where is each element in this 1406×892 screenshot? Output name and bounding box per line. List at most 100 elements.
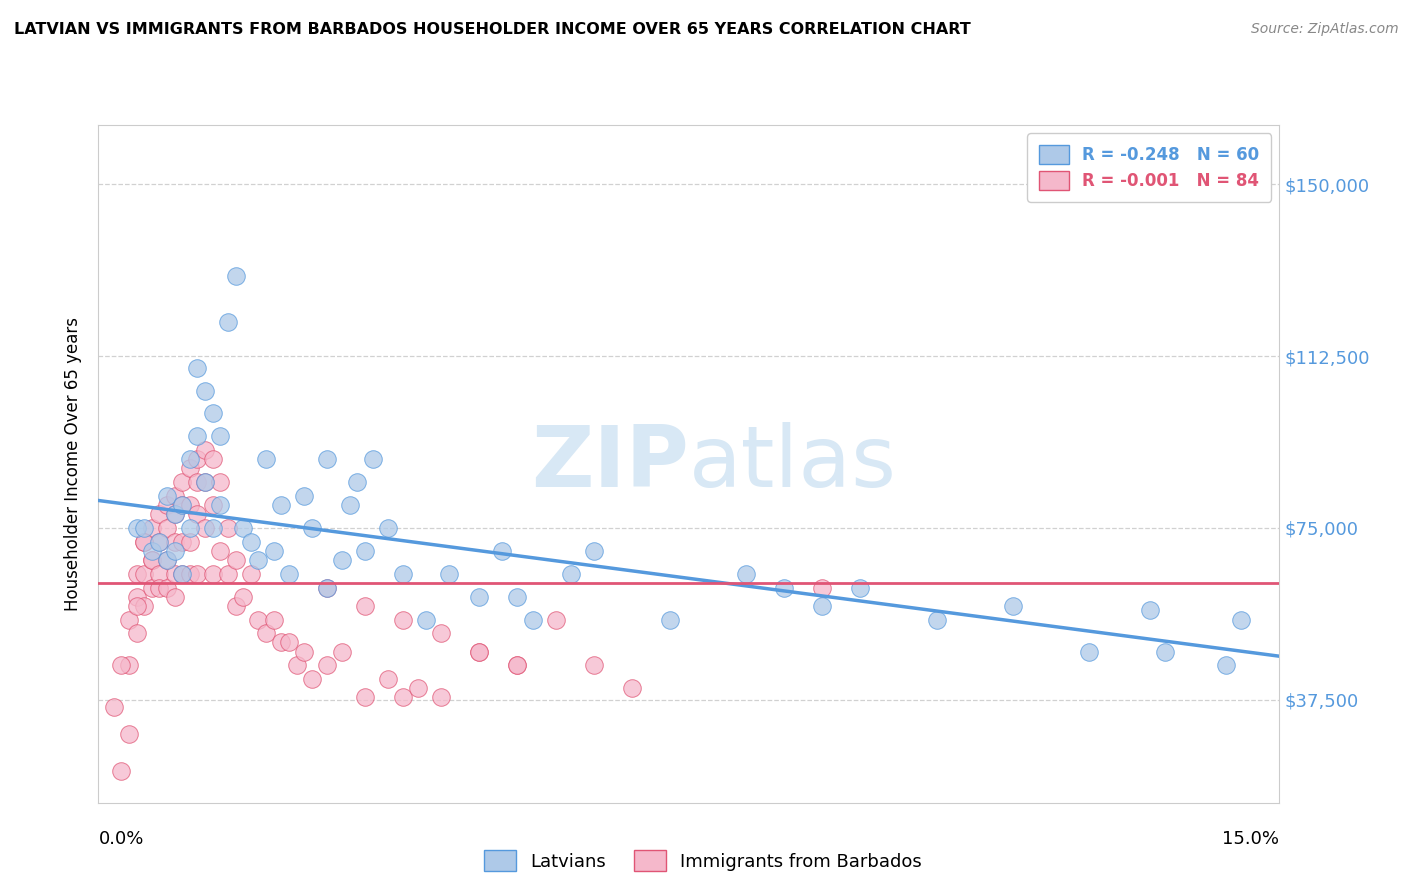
Point	[186, 566, 208, 581]
Point	[1139, 603, 1161, 617]
Point	[156, 553, 179, 567]
Point	[110, 764, 132, 778]
Point	[172, 498, 194, 512]
Point	[179, 534, 201, 549]
Point	[316, 581, 339, 595]
Point	[225, 268, 247, 283]
Point	[141, 544, 163, 558]
Point	[582, 658, 605, 673]
Point	[186, 475, 208, 490]
Point	[148, 507, 170, 521]
Point	[277, 566, 299, 581]
Point	[392, 566, 415, 581]
Point	[316, 658, 339, 673]
Point	[544, 613, 567, 627]
Point	[194, 475, 217, 490]
Point	[110, 658, 132, 673]
Point	[156, 581, 179, 595]
Point	[125, 566, 148, 581]
Point	[125, 590, 148, 604]
Point	[209, 544, 232, 558]
Point	[1001, 599, 1024, 613]
Point	[118, 613, 141, 627]
Point	[172, 566, 194, 581]
Text: atlas: atlas	[689, 422, 897, 506]
Point	[209, 475, 232, 490]
Point	[506, 590, 529, 604]
Point	[811, 581, 834, 595]
Point	[217, 566, 239, 581]
Point	[186, 452, 208, 467]
Point	[194, 443, 217, 458]
Point	[254, 626, 277, 640]
Point	[361, 452, 384, 467]
Point	[468, 645, 491, 659]
Point	[134, 599, 156, 613]
Point	[582, 544, 605, 558]
Point	[560, 566, 582, 581]
Legend: Latvians, Immigrants from Barbados: Latvians, Immigrants from Barbados	[477, 843, 929, 879]
Text: 15.0%: 15.0%	[1222, 830, 1279, 848]
Point	[103, 699, 125, 714]
Point	[125, 599, 148, 613]
Point	[408, 681, 430, 696]
Point	[179, 566, 201, 581]
Point	[134, 521, 156, 535]
Point	[1215, 658, 1237, 673]
Point	[1154, 645, 1177, 659]
Point	[232, 590, 254, 604]
Point	[522, 613, 544, 627]
Point	[506, 658, 529, 673]
Point	[156, 553, 179, 567]
Point	[468, 590, 491, 604]
Point	[316, 452, 339, 467]
Point	[354, 690, 377, 705]
Point	[292, 489, 315, 503]
Point	[201, 407, 224, 421]
Point	[217, 315, 239, 329]
Point	[118, 727, 141, 741]
Point	[430, 626, 453, 640]
Legend: R = -0.248   N = 60, R = -0.001   N = 84: R = -0.248 N = 60, R = -0.001 N = 84	[1028, 133, 1271, 202]
Point	[172, 475, 194, 490]
Point	[201, 566, 224, 581]
Point	[506, 658, 529, 673]
Point	[239, 566, 262, 581]
Point	[156, 489, 179, 503]
Point	[270, 498, 292, 512]
Point	[148, 581, 170, 595]
Point	[179, 461, 201, 475]
Point	[148, 534, 170, 549]
Point	[141, 553, 163, 567]
Point	[339, 498, 361, 512]
Point	[430, 690, 453, 705]
Point	[773, 581, 796, 595]
Point	[201, 521, 224, 535]
Point	[179, 498, 201, 512]
Point	[163, 489, 186, 503]
Point	[263, 544, 285, 558]
Point	[1230, 613, 1253, 627]
Point	[179, 452, 201, 467]
Point	[354, 544, 377, 558]
Point	[415, 613, 437, 627]
Point	[156, 521, 179, 535]
Point	[172, 534, 194, 549]
Point	[134, 534, 156, 549]
Point	[217, 521, 239, 535]
Point	[141, 521, 163, 535]
Text: 0.0%: 0.0%	[98, 830, 143, 848]
Point	[491, 544, 513, 558]
Point	[163, 534, 186, 549]
Point	[247, 613, 270, 627]
Point	[148, 534, 170, 549]
Point	[292, 645, 315, 659]
Point	[118, 658, 141, 673]
Text: LATVIAN VS IMMIGRANTS FROM BARBADOS HOUSEHOLDER INCOME OVER 65 YEARS CORRELATION: LATVIAN VS IMMIGRANTS FROM BARBADOS HOUS…	[14, 22, 970, 37]
Point	[437, 566, 460, 581]
Point	[163, 590, 186, 604]
Point	[270, 635, 292, 649]
Point	[354, 599, 377, 613]
Point	[172, 498, 194, 512]
Point	[277, 635, 299, 649]
